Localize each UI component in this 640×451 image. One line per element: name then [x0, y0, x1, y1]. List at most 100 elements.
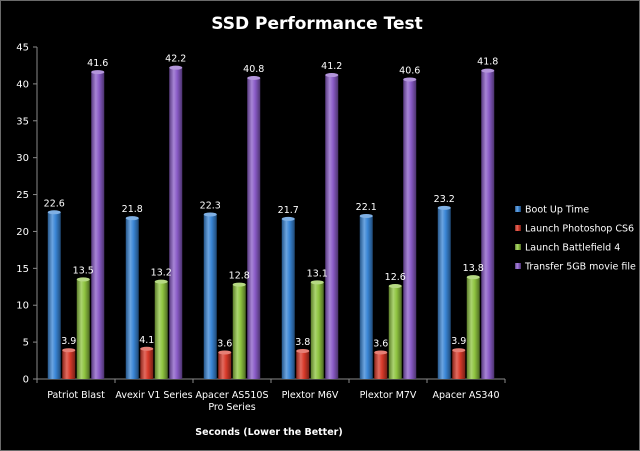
- data-label: 13.5: [73, 265, 94, 276]
- bar-launch-battlefield-4-apacer-as340: [466, 277, 480, 379]
- bar-boot-up-time-plextor-m7v: [359, 215, 373, 379]
- category-label: Apacer AS510S Pro Series: [195, 390, 268, 413]
- bar-cap: [325, 73, 339, 78]
- bar-cap: [481, 68, 495, 73]
- legend-label-transfer-5gb-movie-file: Transfer 5GB movie file: [524, 262, 636, 273]
- data-label: 22.6: [44, 198, 65, 209]
- bar-cap: [388, 284, 402, 289]
- bar-cap: [62, 348, 76, 353]
- category-label: Plextor M7V: [360, 390, 417, 401]
- axes: 0 5 10 15 20 25 30 35 40 45: [16, 43, 506, 386]
- legend-label-launch-photoshop-cs6: Launch Photoshop CS6: [525, 224, 634, 235]
- bar-launch-photoshop-cs6-plextor-m7v: [374, 352, 388, 379]
- y-tick-label: 10: [16, 301, 29, 312]
- category-label: Avexir V1 Series: [115, 390, 192, 401]
- category-label: Plextor M6V: [282, 390, 339, 401]
- bar-cap: [232, 282, 246, 287]
- bar-launch-photoshop-cs6-patriot-blast: [62, 350, 76, 379]
- bar-transfer-5gb-movie-file-apacer-as340: [481, 70, 495, 379]
- bar-cap: [296, 348, 310, 353]
- data-label: 21.8: [122, 204, 143, 215]
- bar-cap: [310, 280, 324, 285]
- data-label: 13.1: [307, 268, 328, 279]
- bar-transfer-5gb-movie-file-patriot-blast: [91, 72, 105, 379]
- data-label: 40.8: [243, 64, 264, 75]
- data-label: 4.1: [139, 335, 154, 346]
- y-tick-label: 30: [16, 153, 29, 164]
- data-label: 13.2: [151, 268, 172, 279]
- legend-label-boot-up-time: Boot Up Time: [525, 205, 589, 216]
- legend-swatch-launch-battlefield-4: [515, 244, 521, 250]
- legend-swatch-transfer-5gb-movie-file: [515, 263, 521, 269]
- y-tick-label: 45: [16, 43, 29, 54]
- bar-transfer-5gb-movie-file-apacer-as510s-pro-series: [247, 77, 261, 379]
- bar-cap: [218, 350, 232, 355]
- data-label: 21.7: [278, 205, 299, 216]
- y-tick-label: 20: [16, 227, 29, 238]
- data-label: 12.6: [385, 272, 406, 283]
- bar-cap: [169, 65, 183, 70]
- bar-cap: [359, 213, 373, 218]
- data-label: 22.1: [356, 202, 377, 213]
- legend-swatch-launch-photoshop-cs6: [515, 225, 521, 231]
- data-label: 12.8: [229, 271, 250, 282]
- data-label: 41.2: [321, 61, 342, 72]
- data-label: 3.6: [373, 338, 388, 349]
- bar-launch-photoshop-cs6-apacer-as340: [452, 350, 466, 379]
- bar-launch-battlefield-4-avexir-v1-series: [154, 281, 168, 379]
- bar-boot-up-time-apacer-as340: [437, 207, 451, 379]
- bar-cap: [452, 348, 466, 353]
- legend-label-launch-battlefield-4: Launch Battlefield 4: [525, 243, 620, 254]
- bar-transfer-5gb-movie-file-avexir-v1-series: [169, 67, 183, 379]
- bar-boot-up-time-patriot-blast: [47, 212, 61, 379]
- bar-cap: [91, 70, 105, 75]
- data-label: 22.3: [200, 200, 221, 211]
- data-label: 13.8: [463, 263, 484, 274]
- bar-cap: [247, 75, 261, 80]
- bar-cap: [281, 216, 295, 221]
- bar-boot-up-time-apacer-as510s-pro-series: [203, 214, 217, 379]
- category-label: Apacer AS340: [432, 390, 499, 401]
- data-label: 41.6: [87, 58, 108, 69]
- data-label: 23.2: [434, 194, 455, 205]
- data-label: 3.9: [451, 336, 466, 347]
- data-labels: 22.6 3.9 13.5 41.6 21.8 4.1 13.2 42.2 22.3 3.6 12.…: [44, 54, 499, 350]
- y-tick-label: 0: [23, 375, 29, 386]
- bar-launch-battlefield-4-plextor-m7v: [388, 286, 402, 379]
- bar-launch-photoshop-cs6-avexir-v1-series: [140, 348, 154, 379]
- data-label: 3.9: [61, 336, 76, 347]
- y-tick-label: 5: [23, 338, 29, 349]
- data-label: 42.2: [165, 54, 186, 65]
- legend-swatch-boot-up-time: [515, 206, 521, 212]
- y-tick-label: 40: [16, 79, 29, 90]
- bar-cap: [47, 210, 61, 215]
- bar-cap: [374, 350, 388, 355]
- bar-transfer-5gb-movie-file-plextor-m6v: [325, 75, 339, 379]
- bars: [47, 65, 495, 379]
- y-tick-label: 35: [16, 116, 29, 127]
- bar-launch-photoshop-cs6-apacer-as510s-pro-series: [218, 352, 232, 379]
- bar-launch-photoshop-cs6-plextor-m6v: [296, 350, 310, 379]
- y-tick-label: 25: [16, 190, 29, 201]
- data-label: 3.8: [295, 337, 310, 348]
- bar-cap: [403, 77, 417, 82]
- data-label: 40.6: [399, 65, 420, 76]
- bar-cap: [466, 275, 480, 280]
- bar-cap: [154, 279, 168, 284]
- bar-transfer-5gb-movie-file-plextor-m7v: [403, 79, 417, 379]
- bar-launch-battlefield-4-patriot-blast: [76, 279, 90, 379]
- bar-launch-battlefield-4-apacer-as510s-pro-series: [232, 284, 246, 379]
- bar-cap: [437, 205, 451, 210]
- bar-boot-up-time-avexir-v1-series: [125, 218, 139, 379]
- category-label: Patriot Blast: [47, 390, 105, 401]
- bar-launch-battlefield-4-plextor-m6v: [310, 282, 324, 379]
- data-label: 41.8: [477, 57, 498, 68]
- y-tick-label: 15: [16, 264, 29, 275]
- category-labels: Patriot Blast Avexir V1 Series Apacer AS51…: [47, 390, 499, 413]
- bar-cap: [125, 216, 139, 221]
- bar-cap: [140, 346, 154, 351]
- legend: Boot Up Time Launch Photoshop CS6 Launch B…: [515, 205, 636, 273]
- chart-title: SSD Performance Test: [211, 14, 423, 34]
